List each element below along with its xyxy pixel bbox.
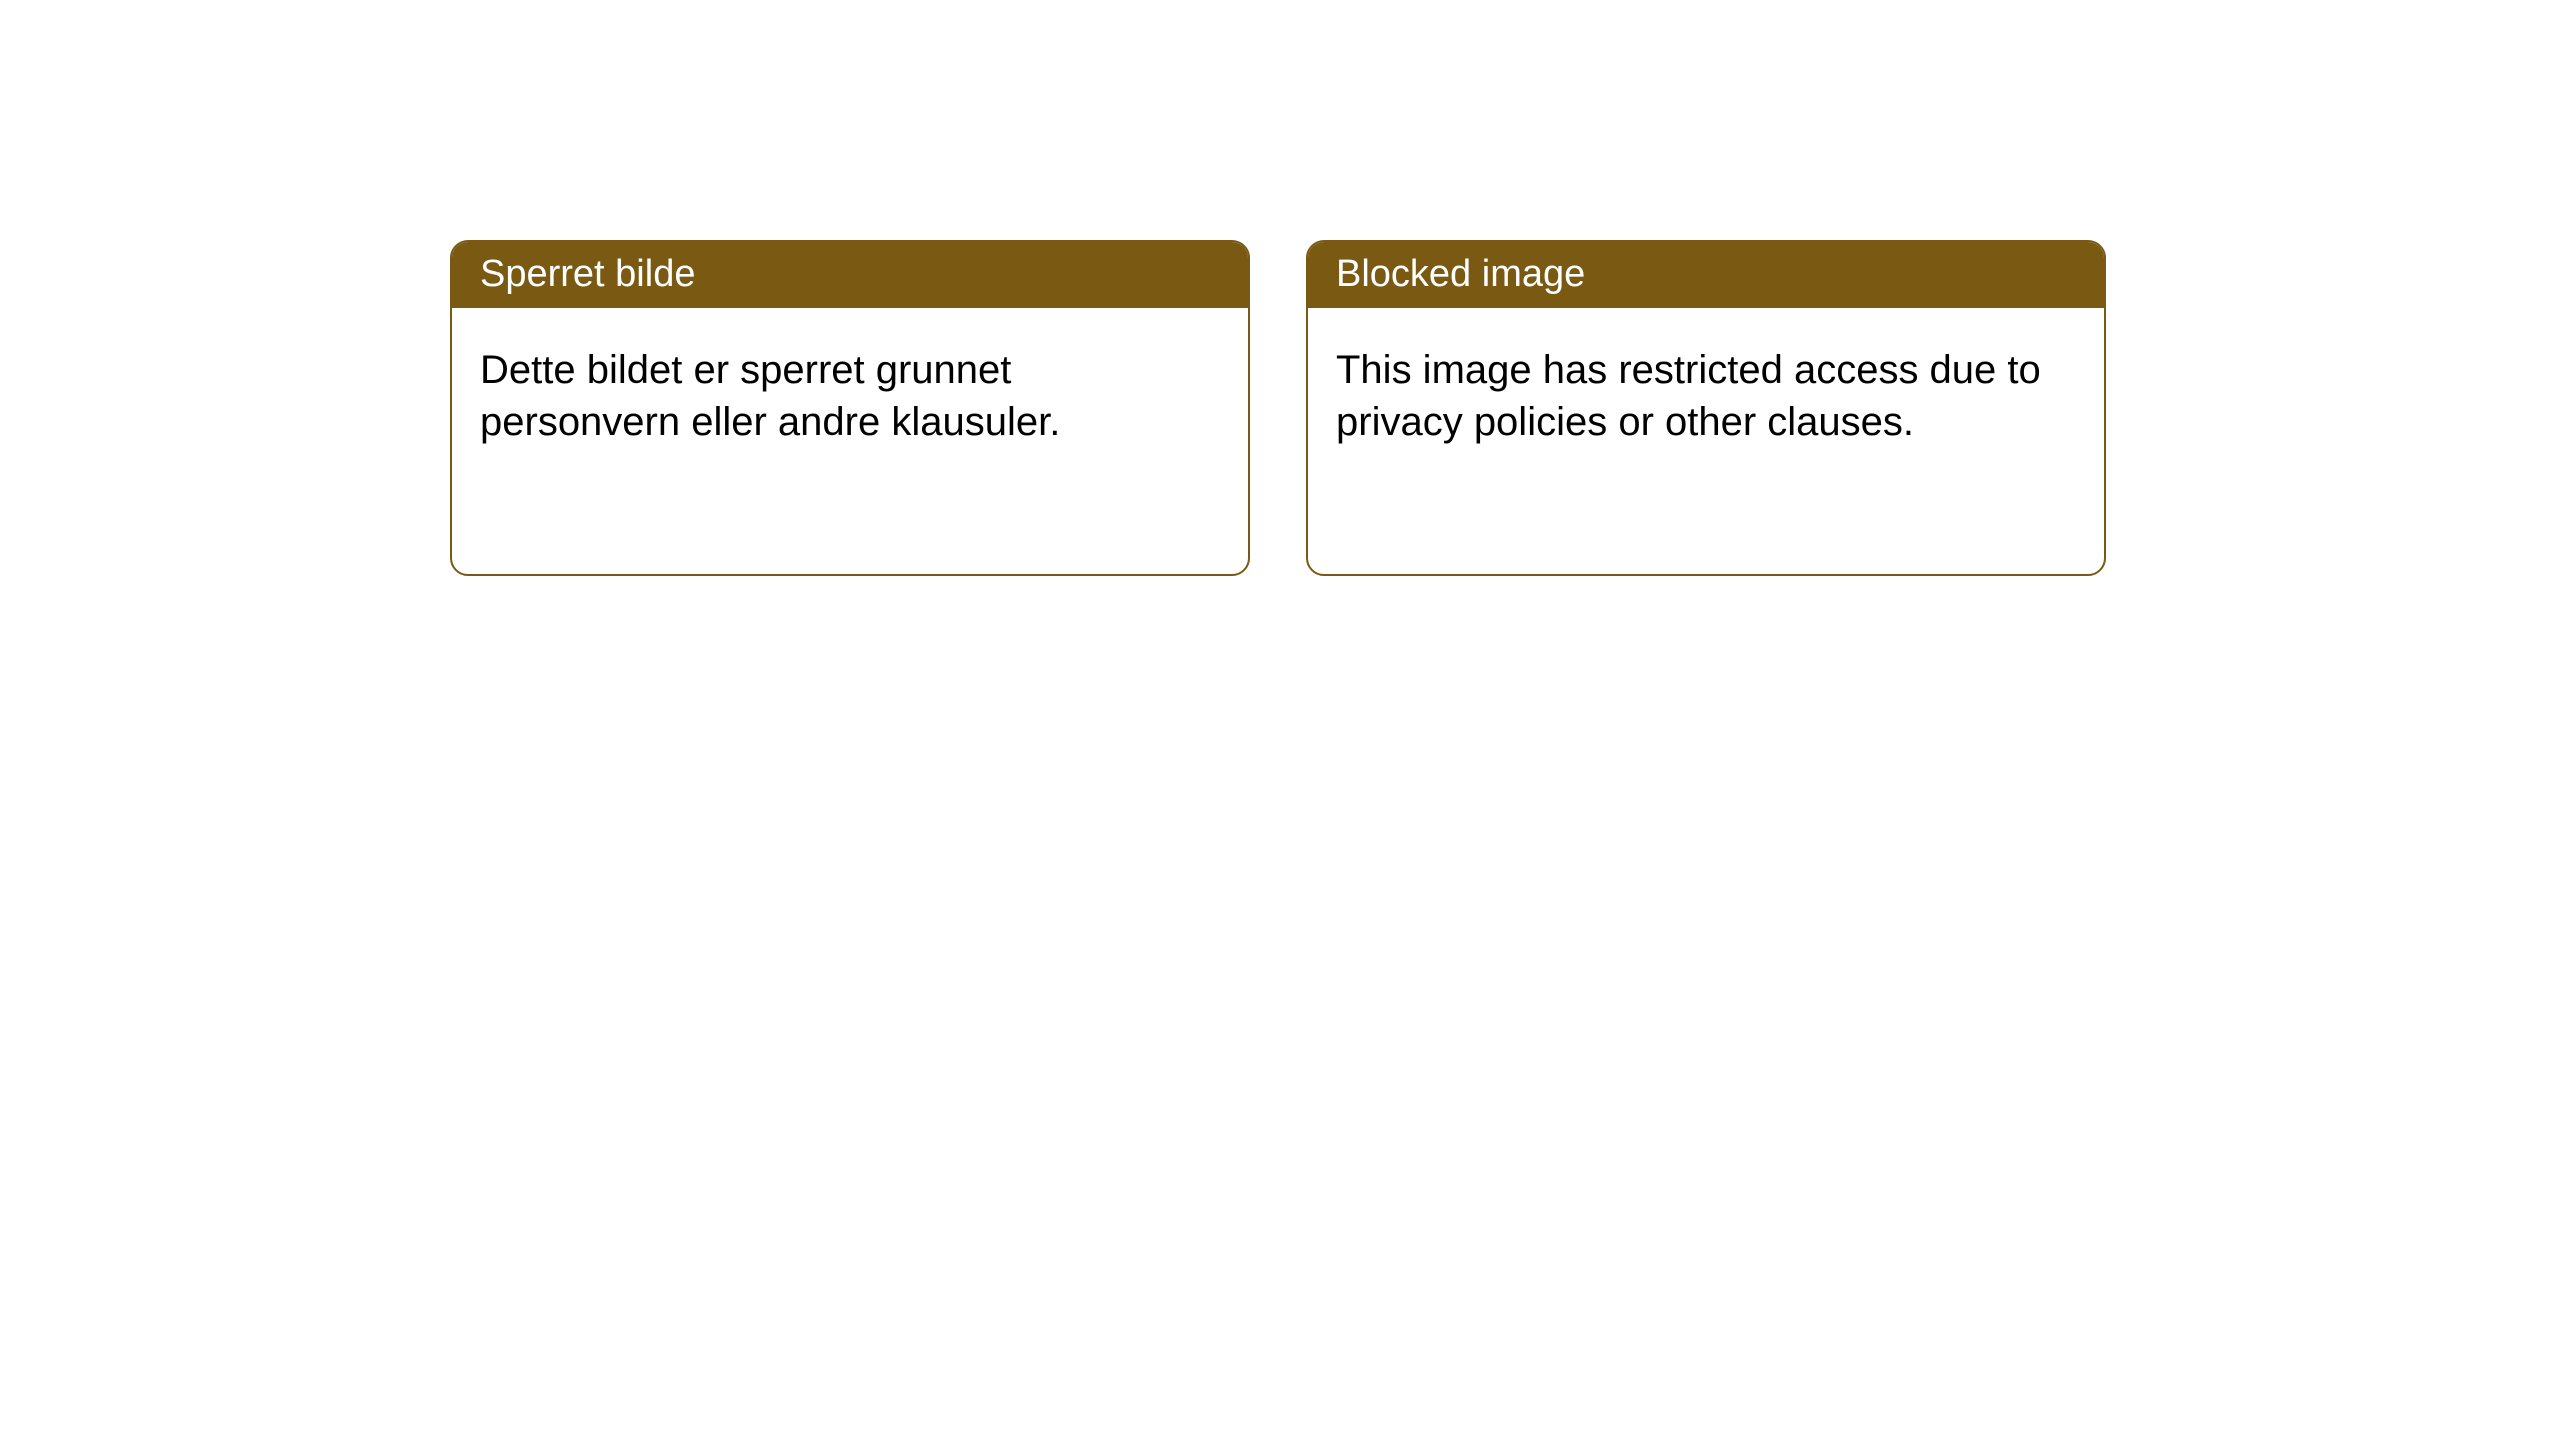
notice-card-norwegian: Sperret bilde Dette bildet er sperret gr…: [450, 240, 1250, 576]
notice-container: Sperret bilde Dette bildet er sperret gr…: [450, 240, 2106, 576]
notice-card-english: Blocked image This image has restricted …: [1306, 240, 2106, 576]
notice-card-body: Dette bildet er sperret grunnet personve…: [452, 308, 1248, 484]
notice-card-body: This image has restricted access due to …: [1308, 308, 2104, 484]
notice-card-title: Blocked image: [1308, 242, 2104, 308]
notice-card-title: Sperret bilde: [452, 242, 1248, 308]
